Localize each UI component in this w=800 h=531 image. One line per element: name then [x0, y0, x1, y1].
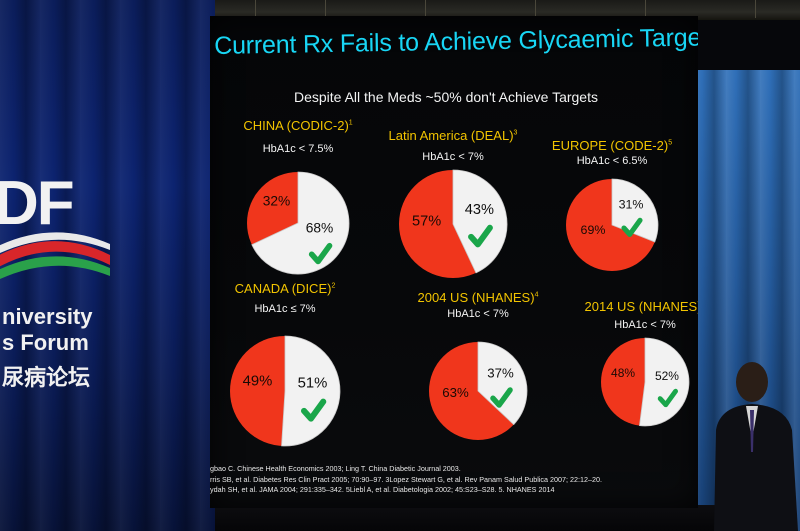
- check-icon: [621, 217, 643, 237]
- pie-slice-achieved: [452, 169, 508, 274]
- pie-chart: 51% 49%: [230, 335, 341, 447]
- not-achieved-pct-label: 57%: [412, 214, 441, 230]
- pie-chart: 31% 69%: [566, 178, 659, 271]
- presenter-silhouette: [714, 362, 798, 531]
- slide-title: Current Rx Fails to Achieve Glycaemic Ta…: [214, 23, 698, 60]
- not-achieved-pct-label: 63%: [442, 385, 469, 400]
- check-icon: [657, 388, 679, 408]
- achieved-pct-label: 51%: [298, 375, 328, 391]
- slide-subtitle: Despite All the Meds ~50% don't Achieve …: [294, 89, 598, 105]
- region-label: CANADA (DICE)2: [234, 281, 336, 296]
- not-achieved-pct-label: 49%: [243, 374, 273, 390]
- achieved-pct-label: 37%: [487, 365, 514, 380]
- pie-chart: 68% 32%: [247, 171, 350, 275]
- citation-marker: 1: [348, 119, 353, 127]
- citation-marker: 3: [513, 129, 518, 137]
- achieved-pct-label: 52%: [655, 369, 679, 383]
- citation-marker: 2: [331, 282, 336, 290]
- region-label: 2014 US (NHANES)5: [584, 299, 698, 314]
- pie-chart: 43% 57%: [399, 169, 508, 278]
- logo-text-line2: s Forum: [2, 330, 89, 355]
- check-icon: [308, 242, 333, 265]
- reference-line: ydah SH, et al. JAMA 2004; 291:335–342. …: [210, 485, 555, 494]
- logo-letters: DF: [0, 169, 75, 238]
- check-icon: [490, 387, 513, 408]
- stage-floor: [215, 505, 735, 531]
- target-label: HbA1c < 6.5%: [576, 155, 648, 167]
- logo-swoosh-icon: [0, 232, 110, 280]
- pie-slice-achieved: [281, 335, 341, 447]
- not-achieved-pct-label: 48%: [611, 366, 635, 380]
- projection-screen: Current Rx Fails to Achieve Glycaemic Ta…: [210, 16, 698, 508]
- ceiling-truss: [215, 0, 800, 20]
- not-achieved-pct-label: 69%: [581, 223, 606, 237]
- target-label: HbA1c < 7%: [614, 319, 676, 331]
- achieved-pct-label: 68%: [306, 221, 334, 236]
- pie-slice-achieved: [477, 341, 528, 426]
- reference-line: gbao C. Chinese Health Economics 2003; L…: [210, 464, 461, 473]
- achieved-pct-label: 43%: [465, 202, 494, 218]
- pie-chart: 37% 63%: [429, 341, 528, 440]
- event-logo: DF niversity s Forum 尿病论坛: [0, 168, 120, 390]
- pie-chart: 52% 48%: [601, 337, 690, 427]
- logo-text-line3: 尿病论坛: [2, 365, 91, 390]
- region-label: EUROPE (CODE-2)5: [551, 138, 673, 153]
- target-label: HbA1c < 7%: [422, 151, 484, 163]
- citation-marker: 5: [668, 139, 673, 147]
- target-label: HbA1c < 7%: [447, 308, 509, 320]
- references: gbao C. Chinese Health Economics 2003; L…: [210, 464, 698, 496]
- reference-line: rris SB, et al. Diabetes Res Clin Pract …: [210, 474, 602, 484]
- target-label: HbA1c ≤ 7%: [254, 303, 316, 315]
- achieved-pct-label: 31%: [619, 197, 644, 211]
- region-label: Latin America (DEAL)3: [388, 128, 518, 143]
- not-achieved-pct-label: 32%: [263, 193, 291, 208]
- region-label: 2004 US (NHANES)4: [417, 290, 539, 305]
- target-label: HbA1c < 7.5%: [262, 143, 334, 155]
- region-label: CHINA (CODIC-2)1: [243, 118, 353, 133]
- check-icon: [300, 398, 327, 422]
- check-icon: [468, 224, 493, 248]
- citation-marker: 4: [534, 291, 539, 299]
- pie-slice-achieved: [639, 337, 690, 427]
- logo-text-line1: niversity: [2, 304, 93, 329]
